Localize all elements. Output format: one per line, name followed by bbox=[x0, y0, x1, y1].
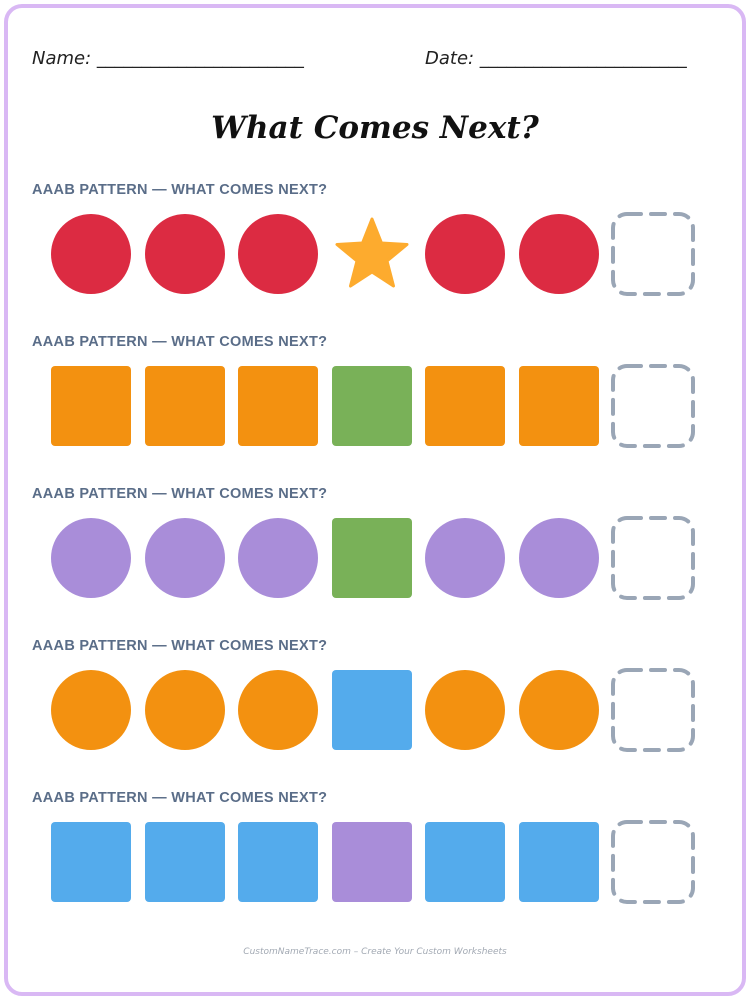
circle-shape bbox=[144, 214, 225, 294]
circle-shape bbox=[238, 518, 319, 598]
star-shape bbox=[332, 214, 412, 294]
circle-shape bbox=[238, 670, 319, 750]
square-shape bbox=[238, 822, 319, 902]
name-line: Name: _______________________ bbox=[32, 48, 304, 69]
row-label: AAAB PATTERN — WHAT COMES NEXT? bbox=[32, 790, 328, 806]
answer-box[interactable] bbox=[610, 363, 696, 449]
circle-shape bbox=[425, 214, 506, 294]
page-title: What Comes Next? bbox=[211, 110, 539, 146]
row-label: AAAB PATTERN — WHAT COMES NEXT? bbox=[32, 182, 328, 198]
answer-box[interactable] bbox=[610, 819, 696, 905]
square-shape bbox=[519, 366, 599, 446]
answer-box[interactable] bbox=[610, 515, 696, 601]
square-shape bbox=[425, 822, 506, 902]
date-line: Date: _______________________ bbox=[425, 48, 687, 69]
square-shape bbox=[331, 822, 412, 902]
circle-shape bbox=[144, 670, 225, 750]
circle-shape bbox=[519, 214, 599, 294]
square-shape bbox=[425, 366, 506, 446]
square-shape bbox=[331, 366, 412, 446]
circle-shape bbox=[519, 518, 599, 598]
square-shape bbox=[331, 518, 412, 598]
square-shape bbox=[144, 822, 225, 902]
square-shape bbox=[51, 366, 131, 446]
square-shape bbox=[238, 366, 319, 446]
row-label: AAAB PATTERN — WHAT COMES NEXT? bbox=[32, 334, 328, 350]
row-label: AAAB PATTERN — WHAT COMES NEXT? bbox=[32, 638, 328, 654]
circle-shape bbox=[519, 670, 599, 750]
square-shape bbox=[144, 366, 225, 446]
answer-box[interactable] bbox=[610, 667, 696, 753]
square-shape bbox=[519, 822, 599, 902]
answer-box[interactable] bbox=[610, 211, 696, 297]
circle-shape bbox=[51, 670, 131, 750]
square-shape bbox=[51, 822, 131, 902]
circle-shape bbox=[144, 518, 225, 598]
circle-shape bbox=[51, 214, 131, 294]
row-label: AAAB PATTERN — WHAT COMES NEXT? bbox=[32, 486, 328, 502]
circle-shape bbox=[425, 670, 506, 750]
circle-shape bbox=[238, 214, 319, 294]
square-shape bbox=[331, 670, 412, 750]
circle-shape bbox=[425, 518, 506, 598]
footer-credit: CustomNameTrace.com – Create Your Custom… bbox=[243, 947, 507, 957]
circle-shape bbox=[51, 518, 131, 598]
